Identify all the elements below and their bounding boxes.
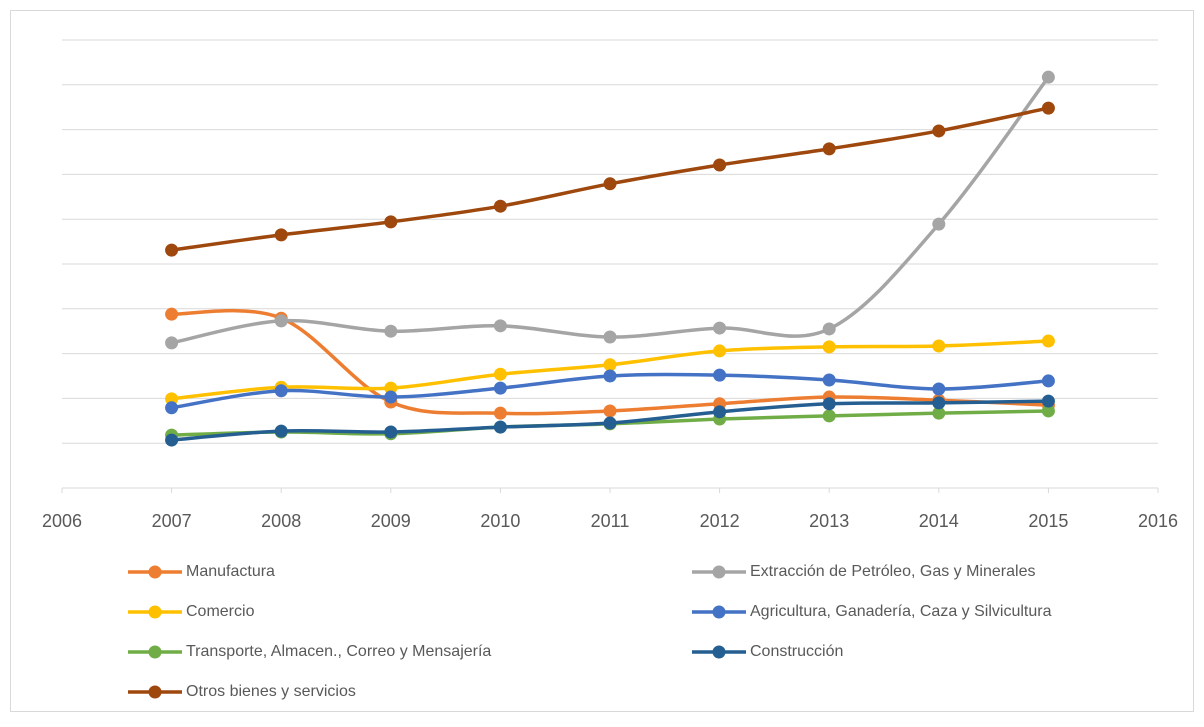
point-marker [493,381,507,395]
point-marker [384,425,398,439]
point-marker [384,390,398,404]
point-marker [493,319,507,333]
legend-marker [712,645,726,659]
point-marker [822,322,836,336]
point-marker [384,381,398,395]
point-marker [822,397,836,411]
legend-label: Otros bienes y servicios [186,683,356,700]
x-tick-label: 2014 [919,511,959,531]
legend-marker [712,605,726,619]
point-marker [1041,404,1055,418]
point-marker [165,392,179,406]
legend-marker [148,645,162,659]
x-tick-label: 2015 [1028,511,1068,531]
x-tick-label: 2006 [42,511,82,531]
point-marker [274,314,288,328]
legend-label: Comercio [186,603,255,620]
point-marker [822,373,836,387]
point-marker [165,307,179,321]
legend-label: Transporte, Almacen., Correo y Mensajerí… [186,643,491,660]
point-marker [603,369,617,383]
point-marker [713,344,727,358]
point-marker [932,382,946,396]
x-tick-label: 2011 [591,511,630,531]
point-marker [493,420,507,434]
x-tick-label: 2007 [152,511,192,531]
point-marker [603,358,617,372]
point-marker [713,368,727,382]
chart-frame [10,10,1194,712]
series-line [171,76,1050,345]
point-marker [493,199,507,213]
point-marker [1041,334,1055,348]
point-marker [713,321,727,335]
legend-label: Extracción de Petróleo, Gas y Minerales [750,563,1035,580]
point-marker [384,324,398,338]
point-marker [1041,101,1055,115]
point-marker [932,339,946,353]
point-marker [274,424,288,438]
legend-marker [148,685,162,699]
x-tick-label: 2016 [1138,511,1178,531]
point-marker [1041,374,1055,388]
point-marker [1041,70,1055,84]
point-marker [384,215,398,229]
x-tick-label: 2013 [809,511,849,531]
point-marker [603,177,617,191]
point-marker [932,124,946,138]
legend-label: Agricultura, Ganadería, Caza y Silvicult… [750,603,1052,620]
legend-marker [148,565,162,579]
point-marker [822,340,836,354]
point-marker [274,228,288,242]
point-marker [603,404,617,418]
x-tick-label: 2010 [480,511,520,531]
point-marker [603,330,617,344]
x-tick-label: 2008 [261,511,301,531]
point-marker [274,384,288,398]
point-marker [165,243,179,257]
point-marker [493,406,507,420]
legend-label: Manufactura [186,563,275,580]
point-marker [165,433,179,447]
point-marker [822,142,836,156]
point-marker [932,396,946,410]
point-marker [493,367,507,381]
point-marker [932,217,946,231]
point-marker [603,416,617,430]
point-marker [713,158,727,172]
legend-label: Construcción [750,643,843,660]
point-marker [822,409,836,423]
x-tick-label: 2012 [700,511,740,531]
point-marker [165,336,179,350]
point-marker [165,401,179,415]
point-marker [1041,394,1055,408]
x-tick-label: 2009 [371,511,411,531]
point-marker [932,406,946,420]
legend-marker [148,605,162,619]
legend-marker [712,565,726,579]
point-marker [713,405,727,419]
